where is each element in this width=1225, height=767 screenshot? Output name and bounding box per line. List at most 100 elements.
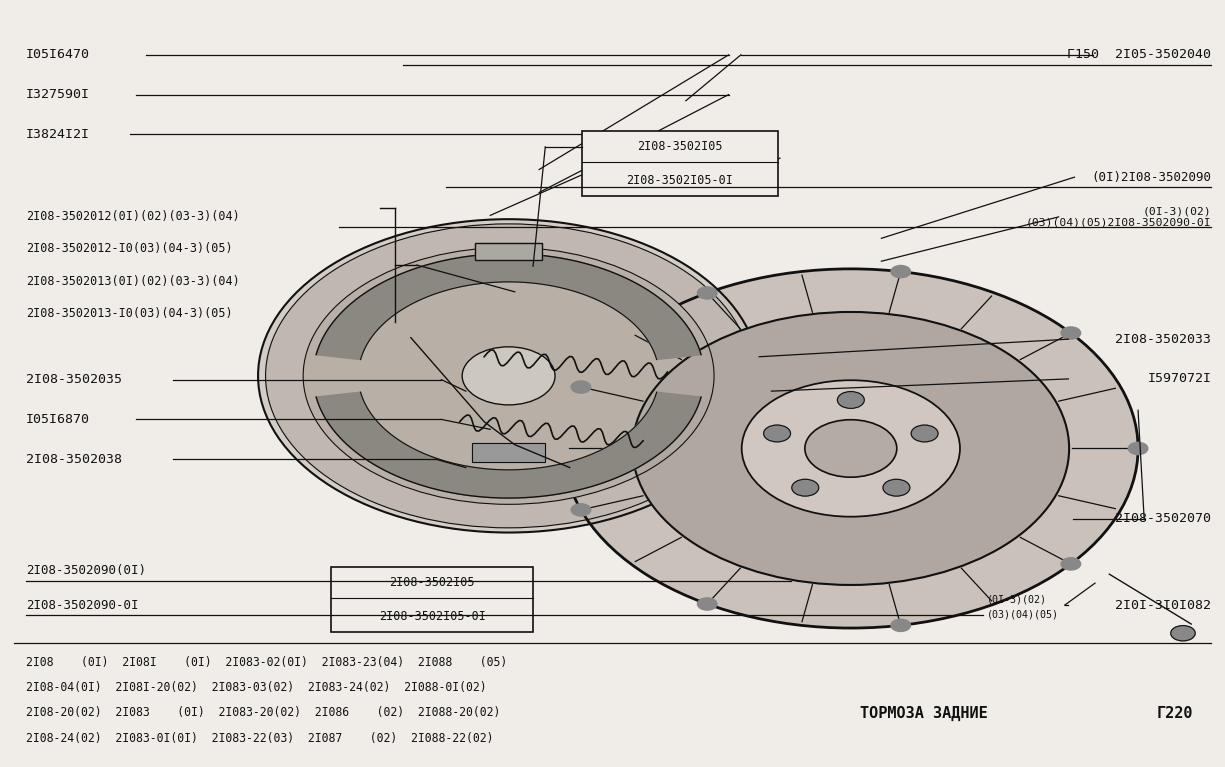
Polygon shape (559, 463, 579, 491)
Polygon shape (548, 258, 566, 286)
Polygon shape (636, 311, 677, 328)
Polygon shape (517, 469, 526, 498)
Polygon shape (316, 392, 361, 401)
Polygon shape (538, 256, 554, 285)
Text: (0I-3)(02): (0I-3)(02) (986, 594, 1046, 604)
Text: Г150  2I05-3502040: Г150 2I05-3502040 (1067, 48, 1212, 61)
Text: 2I08-24(02)  2I083-0I(0I)  2I083-22(03)  2I087    (02)  2I088-22(02): 2I08-24(02) 2I083-0I(0I) 2I083-22(03) 2I… (26, 732, 494, 745)
Polygon shape (339, 423, 381, 441)
Polygon shape (609, 444, 643, 467)
Text: 2I08-20(02)  2I083    (0I)  2I083-20(02)  2I086    (02)  2I088-20(02): 2I08-20(02) 2I083 (0I) 2I083-20(02) 2I08… (26, 706, 500, 719)
Polygon shape (451, 466, 469, 494)
Polygon shape (499, 469, 506, 498)
Polygon shape (317, 396, 363, 406)
Polygon shape (505, 254, 512, 282)
Text: 2I08-3502033: 2I08-3502033 (1116, 333, 1212, 346)
Polygon shape (543, 257, 560, 285)
Text: 2I08-3502070: 2I08-3502070 (1116, 512, 1212, 525)
Polygon shape (612, 288, 648, 310)
Polygon shape (431, 262, 454, 289)
Text: I05I6470: I05I6470 (26, 48, 89, 61)
Polygon shape (559, 261, 579, 288)
Polygon shape (369, 442, 405, 465)
Polygon shape (517, 254, 526, 282)
Polygon shape (573, 459, 598, 486)
Polygon shape (419, 265, 445, 292)
Polygon shape (317, 346, 363, 357)
Polygon shape (554, 465, 573, 492)
Text: I05I6870: I05I6870 (26, 413, 89, 426)
Polygon shape (582, 269, 610, 295)
Polygon shape (457, 466, 474, 495)
Polygon shape (318, 342, 364, 353)
Text: 2I08-3502I05: 2I08-3502I05 (637, 140, 723, 153)
Polygon shape (533, 468, 546, 496)
Polygon shape (554, 259, 573, 287)
Polygon shape (612, 442, 648, 465)
Circle shape (266, 224, 752, 528)
Bar (332, 567, 533, 632)
Polygon shape (390, 450, 421, 476)
Polygon shape (478, 469, 490, 497)
Polygon shape (364, 291, 402, 312)
Polygon shape (407, 456, 435, 482)
Text: 2I08-3502012(0I)(02)(03-3)(04): 2I08-3502012(0I)(02)(03-3)(04) (26, 210, 240, 223)
Bar (582, 131, 778, 196)
Circle shape (741, 380, 960, 517)
Polygon shape (464, 256, 479, 285)
Polygon shape (379, 446, 413, 470)
Polygon shape (385, 279, 418, 303)
Polygon shape (327, 411, 371, 426)
Polygon shape (568, 264, 592, 291)
Circle shape (632, 312, 1069, 585)
Polygon shape (655, 392, 701, 401)
Text: 2I08-3502090-0I: 2I08-3502090-0I (26, 598, 138, 611)
Polygon shape (653, 399, 698, 410)
Polygon shape (533, 255, 546, 284)
Polygon shape (630, 304, 670, 323)
Circle shape (805, 420, 897, 477)
Text: 2I08-04(0I)  2I08I-20(02)  2I083-03(02)  2I083-24(02)  2I088-0I(02): 2I08-04(0I) 2I08I-20(02) 2I083-03(02) 2I… (26, 681, 486, 694)
Polygon shape (360, 294, 398, 315)
Polygon shape (643, 414, 687, 430)
Polygon shape (646, 326, 690, 341)
Polygon shape (604, 281, 638, 305)
Polygon shape (327, 326, 371, 341)
Bar (472, 443, 545, 462)
Polygon shape (646, 411, 690, 426)
Text: 2I08    (0I)  2I08I    (0I)  2I083-02(0I)  2I083-23(04)  2I088    (05): 2I08 (0I) 2I08I (0I) 2I083-02(0I) 2I083-… (26, 656, 507, 669)
Polygon shape (543, 466, 560, 495)
Polygon shape (321, 402, 366, 414)
Polygon shape (437, 261, 459, 288)
Polygon shape (511, 469, 519, 498)
Circle shape (303, 248, 714, 505)
Polygon shape (649, 334, 695, 347)
Polygon shape (333, 318, 376, 334)
Polygon shape (648, 330, 692, 344)
Polygon shape (457, 257, 474, 285)
Polygon shape (626, 300, 666, 320)
Text: Г220: Г220 (1156, 706, 1193, 721)
Polygon shape (321, 338, 366, 350)
Polygon shape (624, 297, 662, 318)
Polygon shape (587, 454, 616, 480)
Circle shape (1061, 558, 1080, 570)
Circle shape (838, 392, 865, 408)
Polygon shape (374, 444, 409, 467)
Text: 2I08-3502038: 2I08-3502038 (26, 453, 121, 466)
Polygon shape (325, 330, 370, 344)
Polygon shape (425, 264, 450, 291)
Polygon shape (609, 285, 643, 308)
Polygon shape (600, 279, 633, 303)
Polygon shape (616, 439, 653, 462)
Circle shape (1128, 443, 1148, 455)
Polygon shape (595, 450, 627, 476)
Polygon shape (595, 276, 627, 301)
Polygon shape (355, 297, 394, 318)
Text: 2I08-3502I05: 2I08-3502I05 (390, 576, 475, 589)
Polygon shape (374, 285, 409, 308)
Polygon shape (333, 417, 376, 433)
Circle shape (891, 619, 910, 631)
Circle shape (697, 598, 717, 610)
Polygon shape (390, 276, 421, 301)
